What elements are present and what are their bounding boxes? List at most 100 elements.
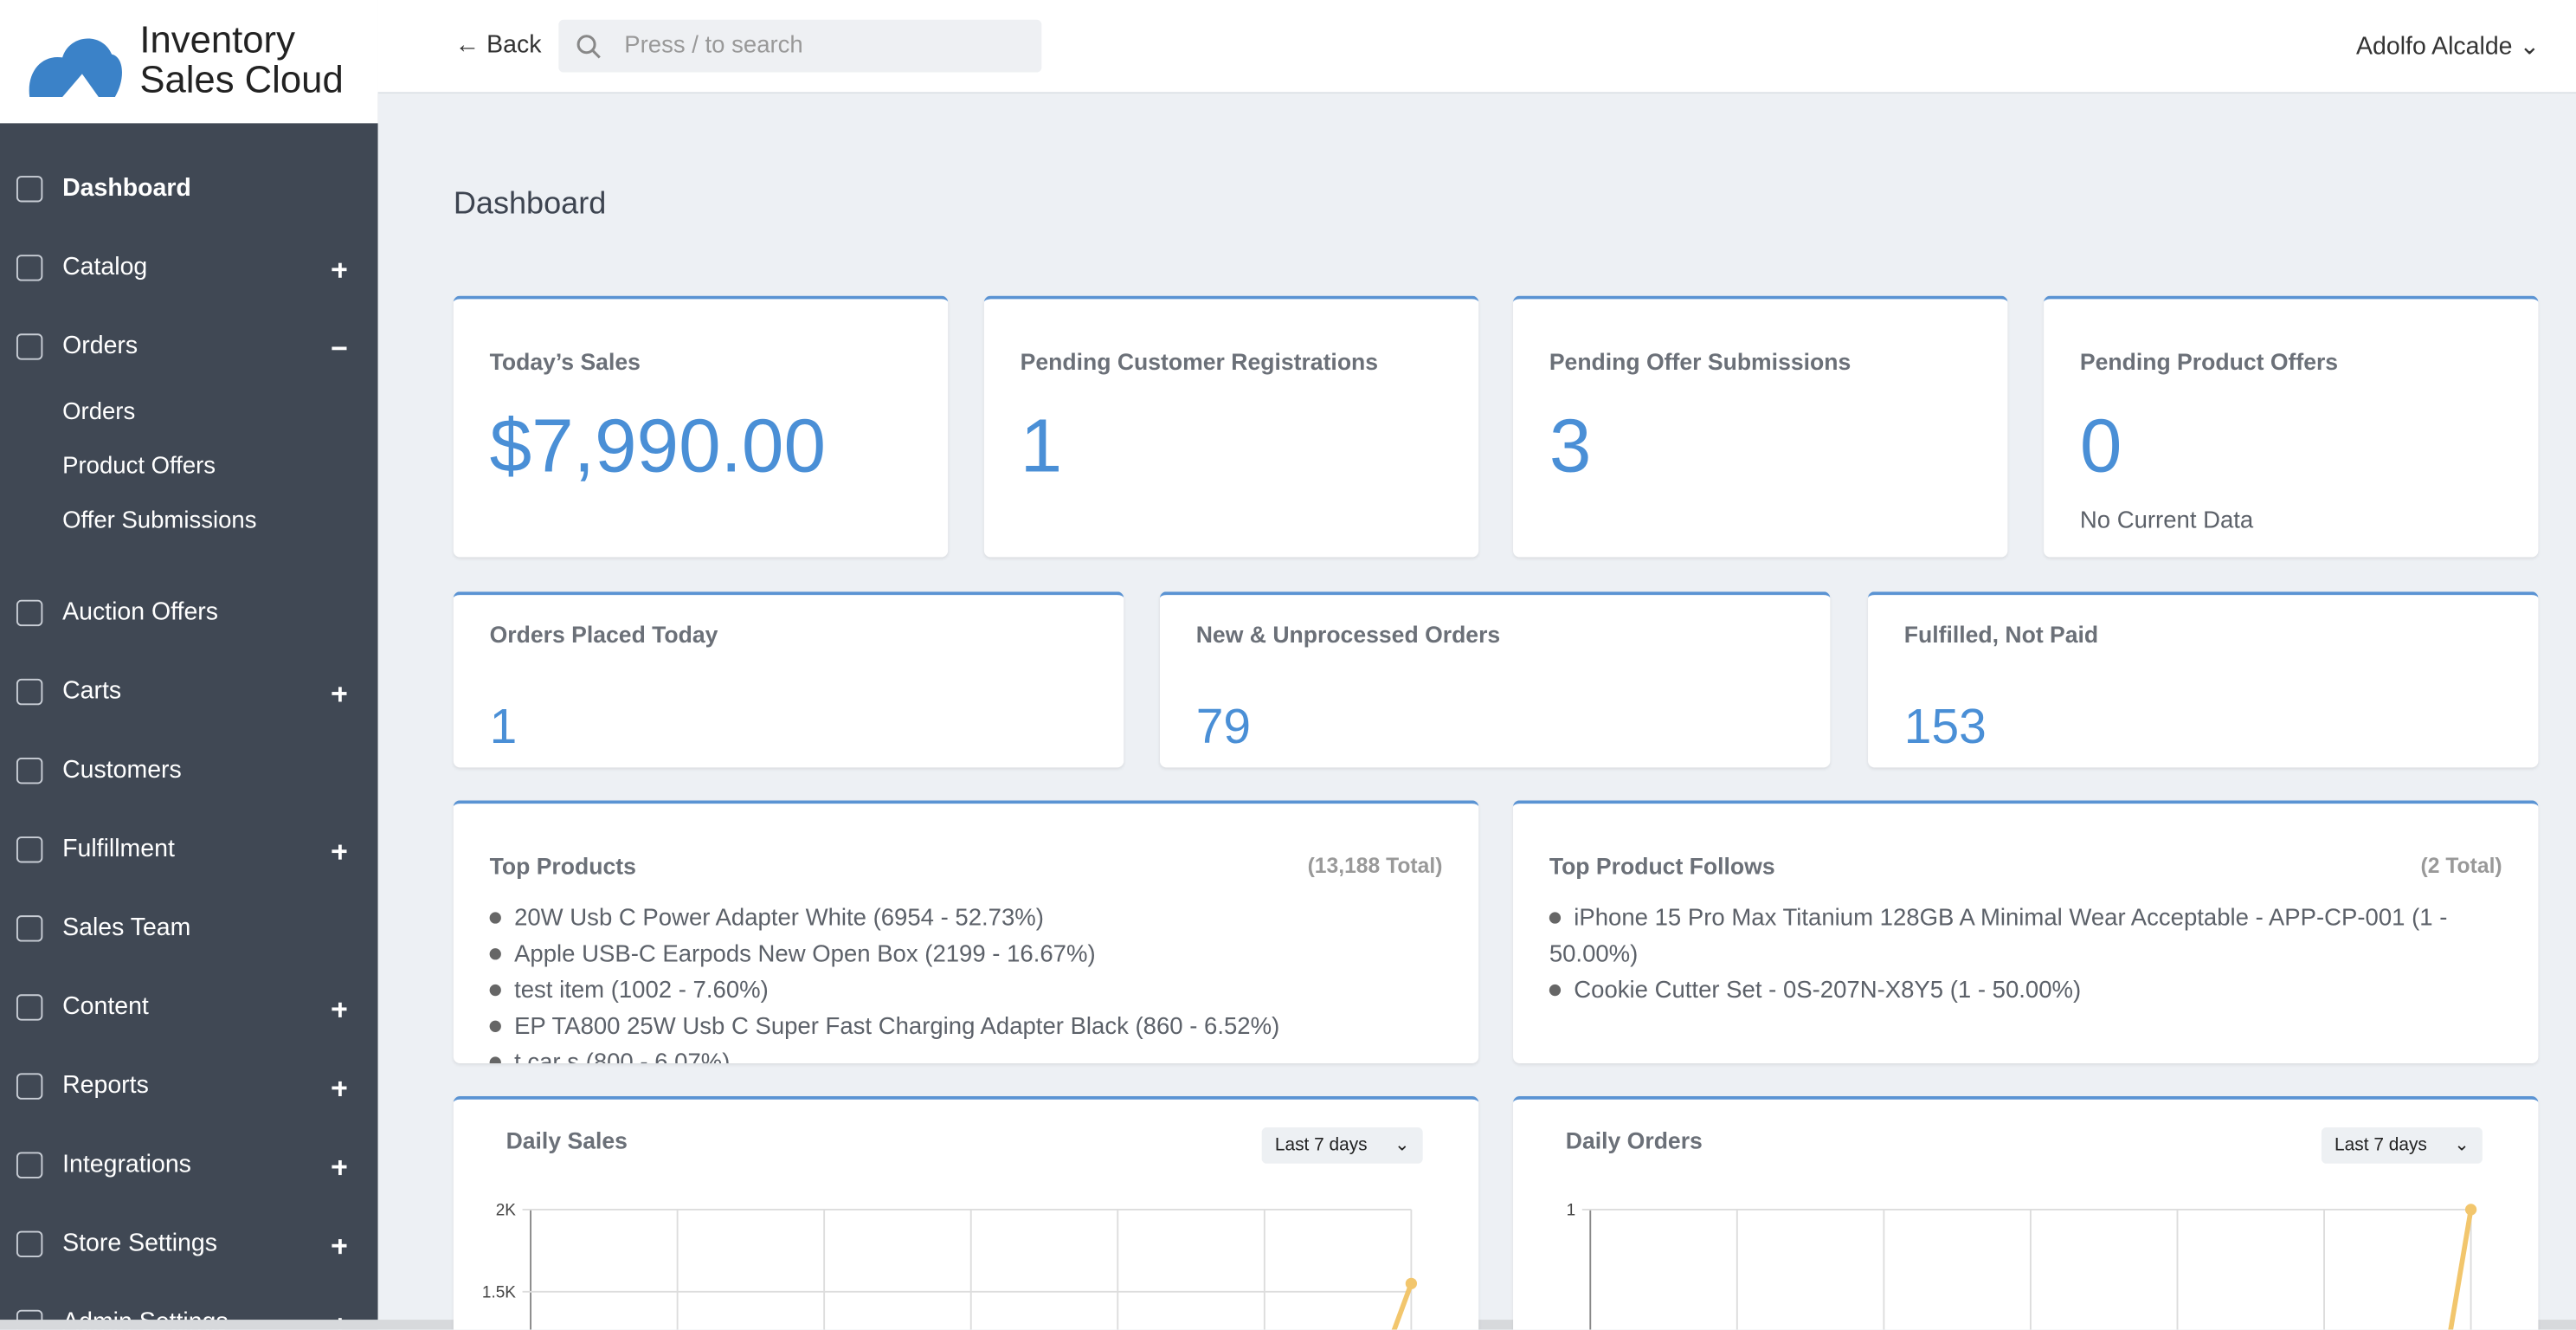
card: New & Unprocessed Orders 79 [1159, 591, 1831, 768]
chart: 1 [1567, 1202, 2477, 1330]
toggle-icon [338, 843, 341, 859]
card: Pending Offer Submissions 3 [1513, 295, 2008, 558]
card-total: (13,188 Total) [1307, 853, 1443, 878]
range-select[interactable]: Last 7 days ⌄ [1261, 1127, 1423, 1164]
card-value: 153 [1903, 700, 1987, 755]
card-value: 1 [1020, 403, 1063, 488]
list-item[interactable]: t car s (800 - 6.07%) [490, 1045, 1443, 1063]
logo-text: Inventory Sales Cloud [139, 20, 343, 99]
card-title: Fulfilled, Not Paid [1903, 621, 2099, 648]
list-item[interactable]: 20W Usb C Power Adapter White (6954 - 52… [490, 901, 1443, 937]
toggle-icon [338, 1159, 341, 1175]
range-select[interactable]: Last 7 days ⌄ [2321, 1127, 2483, 1164]
chart: 2K 1.5K [482, 1202, 1418, 1330]
card-title: Top Products [489, 853, 636, 880]
range-label: Last 7 days [2334, 1135, 2427, 1156]
nav-item[interactable]: Orders [62, 332, 138, 360]
card-title: Today’s Sales [489, 348, 641, 375]
nav-item[interactable]: Carts [62, 676, 122, 706]
nav-icon [16, 1152, 43, 1178]
card: Pending Product Offers 0 No Current Data [2044, 295, 2539, 558]
search-icon [576, 35, 601, 59]
nav-icon [16, 333, 43, 360]
nav-item[interactable]: Dashboard [62, 174, 191, 203]
list-item[interactable]: Apple USB-C Earpods New Open Box (2199 -… [490, 937, 1443, 973]
nav-subitem[interactable]: Product Offers [62, 453, 216, 481]
user-menu[interactable]: Adolfo Alcalde ⌄ [2356, 32, 2541, 61]
card: Pending Customer Registrations 1 [983, 295, 1479, 558]
card-value: 0 [2079, 403, 2122, 488]
back-label: Back [486, 31, 542, 60]
nav-icon [16, 1230, 43, 1257]
logo-line: Sales Cloud [139, 57, 344, 100]
range-label: Last 7 days [1274, 1135, 1368, 1156]
card-title: New & Unprocessed Orders [1195, 621, 1501, 648]
card-value: $7,990.00 [489, 403, 827, 488]
nav-item[interactable]: Reports [62, 1071, 149, 1100]
back-button[interactable]: ← Back [454, 31, 542, 60]
line-segment [1391, 1282, 1414, 1330]
card-title: Top Product Follows [1549, 853, 1775, 880]
user-name: Adolfo Alcalde [2356, 32, 2513, 61]
nav-icon [16, 176, 43, 203]
toggle-icon [338, 1238, 341, 1254]
card: Fulfilled, Not Paid 153 [1868, 591, 2539, 768]
topbar: ← Back Press / to search Adolfo Alcalde … [377, 0, 2576, 94]
list-item[interactable]: test item (1002 - 7.60%) [490, 973, 1443, 1010]
nav-item[interactable]: Store Settings [62, 1229, 217, 1257]
logo[interactable]: Inventory Sales Cloud [0, 0, 378, 124]
nav-icon [16, 994, 43, 1021]
nav-item[interactable]: Catalog [62, 253, 148, 281]
line-segment [2448, 1209, 2474, 1330]
nav-item[interactable]: Sales Team [62, 914, 191, 942]
list-item[interactable]: iPhone 15 Pro Max Titanium 128GB A Minim… [1549, 901, 2502, 973]
caret: ⌄ [2454, 1135, 2470, 1156]
nav-icon [16, 1073, 43, 1100]
nav-item[interactable]: Auction Offers [62, 597, 219, 627]
card-total: (2 Total) [2420, 853, 2502, 878]
page-title: Dashboard [453, 187, 607, 223]
list-item[interactable]: Cookie Cutter Set - 0S-207N-X8Y5 (1 - 50… [1549, 973, 2502, 1010]
nav-icon [16, 599, 43, 627]
card: Daily Orders Last 7 days ⌄ 1 [1513, 1095, 2539, 1330]
data-point [2464, 1204, 2477, 1216]
nav-icon [16, 757, 43, 784]
toggle-icon [338, 1080, 341, 1096]
nav-item[interactable]: Integrations [62, 1150, 191, 1178]
card: Top Product Follows (2 Total) iPhone 15 Pr… [1513, 800, 2539, 1064]
search-placeholder: Press / to search [624, 32, 803, 60]
nav-subitem[interactable]: Orders [62, 399, 136, 426]
nav-item[interactable]: Customers [62, 756, 182, 784]
list-item[interactable]: EP TA800 25W Usb C Super Fast Charging A… [490, 1009, 1443, 1045]
y-tick-label: 1.5K [482, 1283, 516, 1301]
y-tick-label: 2K [496, 1202, 517, 1220]
nav-subitem[interactable]: Offer Submissions [62, 507, 257, 534]
y-tick-label: 1 [1567, 1202, 1576, 1220]
search-box[interactable]: Press / to search [558, 19, 1042, 73]
card: Today’s Sales $7,990.00 [453, 295, 949, 558]
toggle-icon [338, 686, 341, 701]
card: Daily Sales Last 7 days ⌄ 2K 1.5K [453, 1095, 1479, 1330]
card: Top Products (13,188 Total) 20W Usb C Powe… [453, 800, 1479, 1064]
card-title: Orders Placed Today [489, 621, 718, 648]
nav-item[interactable]: Fulfillment [62, 835, 175, 863]
nav-icon [16, 678, 43, 706]
caret: ⌄ [1394, 1135, 1410, 1156]
logo-icon [29, 38, 122, 97]
nav-icon [16, 836, 43, 863]
nav-item[interactable]: Content [62, 992, 149, 1021]
chart-title: Daily Sales [506, 1127, 628, 1154]
card-value: 79 [1195, 700, 1252, 755]
data-point [1405, 1277, 1418, 1289]
card-title: Pending Product Offers [2079, 348, 2339, 375]
logo-line: Inventory [139, 17, 295, 61]
toggle-icon [332, 346, 347, 351]
chart-title: Daily Orders [1565, 1127, 1703, 1154]
toggle-icon [338, 261, 341, 277]
nav-icon [16, 255, 43, 281]
nav-icon [16, 915, 43, 942]
toggle-icon [338, 1001, 341, 1017]
card-value: 3 [1549, 403, 1592, 488]
